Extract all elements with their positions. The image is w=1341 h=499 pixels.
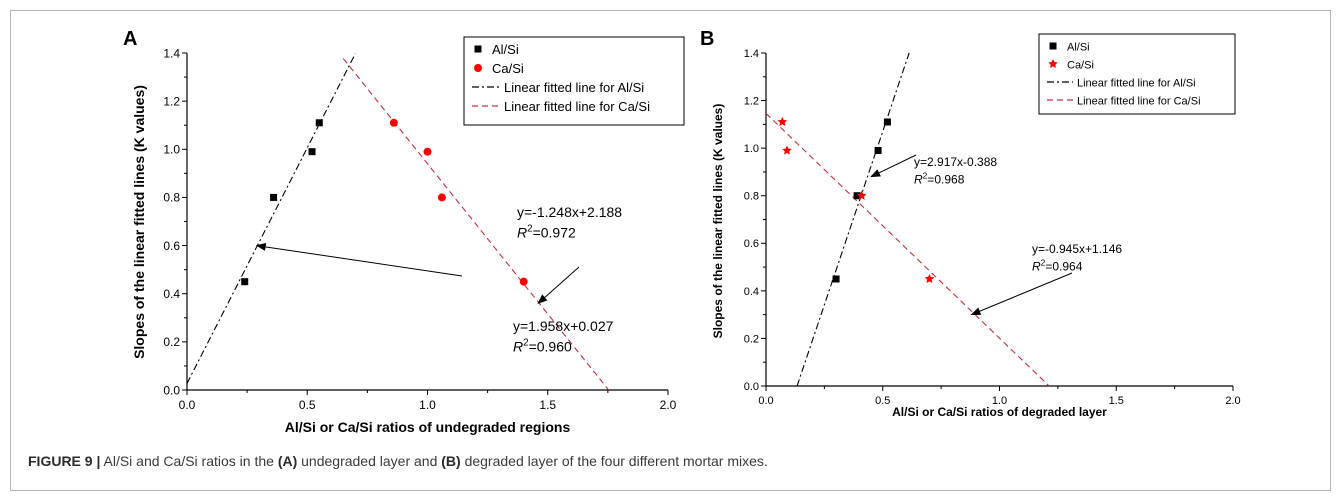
panel-a-annotation-arrow <box>537 266 580 305</box>
panel-a-point-ca-si <box>423 147 432 156</box>
panel-b-legend-ca-si-marker-label: Ca/Si <box>1067 59 1094 71</box>
panel-a-annotation-r-squared: R2=0.960 <box>513 338 572 355</box>
panel-a-label: A <box>123 28 137 50</box>
panel-a-y-tick-label: 0.0 <box>163 383 180 397</box>
panel-b-legend-al-si-marker <box>1049 42 1057 50</box>
panel-a-fit-line-al-si <box>187 53 356 384</box>
panel-b-point-al-si <box>832 275 840 283</box>
panel-a-x-tick-label: 0.5 <box>299 398 316 412</box>
panel-b-point-al-si <box>853 192 861 200</box>
panel-b-y-tick-label: 1.2 <box>744 96 759 108</box>
panel-a-y-tick-label: 0.4 <box>163 287 180 301</box>
panel-a-y-tick-label: 0.6 <box>163 239 180 253</box>
panel-b-x-tick-label: 0.0 <box>758 395 773 407</box>
panel-b-y-tick-label: 0.0 <box>744 381 759 393</box>
panel-b-label: B <box>700 28 714 50</box>
panel-b-annotation-arrow <box>970 272 1073 316</box>
panel-a-y-tick-label: 1.2 <box>163 94 180 108</box>
figure-chart-area: A 0.0 0.5 1.0 1.5 2.0 0.0 0.2 0.4 0.6 0.8 1.0 1.2 1.4… <box>123 28 1241 435</box>
panel-a-x-axis-label: Al/Si or Ca/Si ratios of undegraded regi… <box>285 419 571 435</box>
panel-a-point-al-si <box>241 278 249 286</box>
caption-panel-b-ref: (B) <box>441 453 461 469</box>
panel-a-point-al-si <box>315 119 323 127</box>
caption-label: FIGURE 9 | <box>28 453 101 469</box>
panel-a-point-ca-si <box>437 193 446 202</box>
panel-b-legend-ca-si-fit-label: Linear fitted line for Ca/Si <box>1077 95 1201 107</box>
panel-b-x-tick-label: 1.5 <box>1109 395 1124 407</box>
panel-b-y-tick-label: 1.0 <box>744 143 759 155</box>
panel-a-annotation-equation: y=-1.248x+2.188 <box>517 204 622 220</box>
panel-a-fit-line-ca-si <box>342 58 610 390</box>
panel-a-y-tick-label: 1.4 <box>163 46 180 60</box>
panel-b-y-tick-label: 0.4 <box>744 286 759 298</box>
panel-a-legend-ca-si-fit-label: Linear fitted line for Ca/Si <box>504 99 650 114</box>
panel-b-point-ca-si <box>777 116 788 127</box>
panel-b-annotation-arrow <box>870 154 917 178</box>
panel-b-point-ca-si <box>782 145 792 155</box>
panel-b-y-tick-label: 0.6 <box>744 238 759 250</box>
panel-a-legend-al-si-marker <box>474 45 482 53</box>
panel-b-fit-line-ca-si <box>766 113 1050 386</box>
panel-a-x-tick-label: 0.0 <box>179 398 196 412</box>
panel-a-annotation-arrow <box>255 242 463 277</box>
figure-caption: FIGURE 9 | Al/Si and Ca/Si ratios in the… <box>28 453 1318 469</box>
caption-text-3: degraded layer of the four different mor… <box>460 453 768 469</box>
panel-b-legend-box <box>1038 33 1236 115</box>
panel-a-x-tick-label: 1.0 <box>419 398 436 412</box>
panel-a-y-axis-label: Slopes of the linear fitted lines (K val… <box>131 85 147 359</box>
panel-b-x-tick-label: 1.0 <box>992 395 1007 407</box>
panel-b-point-ca-si <box>856 190 867 200</box>
panel-b-annotation-equation: y=2.917x-0.388 <box>914 155 997 169</box>
panel-a-y-tick-label: 0.2 <box>163 335 180 349</box>
panel-b-y-axis-label: Slopes of the linear fitted lines (K val… <box>711 104 725 339</box>
panel-a-point-ca-si <box>519 277 528 286</box>
panel-b-y-tick-label: 0.2 <box>744 333 759 345</box>
panel-b-x-axis-label: Al/Si or Ca/Si ratios of degraded layer <box>892 405 1107 419</box>
panel-a-x-tick-label: 2.0 <box>660 398 677 412</box>
panel-a-x-tick-label: 1.5 <box>539 398 556 412</box>
panel-a-annotation-r-squared: R2=0.972 <box>517 224 576 241</box>
panel-a-point-al-si <box>308 148 316 156</box>
panel-b-y-tick-label: 1.4 <box>744 48 759 60</box>
panel-b-y-tick-label: 0.8 <box>744 191 759 203</box>
panel-a-y-tick-label: 1.0 <box>163 143 180 157</box>
panel-b-legend-al-si-marker-label: Al/Si <box>1067 41 1090 53</box>
panel-a-annotation-equation: y=1.958x+0.027 <box>513 318 614 334</box>
caption-panel-a-ref: (A) <box>277 453 298 469</box>
panel-b-x-tick-label: 0.5 <box>875 395 890 407</box>
panel-b-point-al-si <box>874 147 882 155</box>
panel-a-legend-al-si-marker-label: Al/Si <box>492 42 519 57</box>
panel-a-y-tick-label: 0.8 <box>163 191 180 205</box>
panel-b-x-tick-label: 2.0 <box>1225 395 1240 407</box>
caption-text-1: Al/Si and Ca/Si ratios in the <box>100 453 278 469</box>
panel-b-annotation-r-squared: R2=0.968 <box>914 171 965 187</box>
caption-text-2: undegraded layer and <box>297 453 442 469</box>
panel-b-point-ca-si <box>924 273 935 284</box>
panel-b-annotation-r-squared: R2=0.964 <box>1032 258 1083 274</box>
panel-b-point-al-si <box>883 118 891 126</box>
panel-a-legend-ca-si-marker <box>474 64 482 72</box>
panel-b-annotation-equation: y=-0.945x+1.146 <box>1032 242 1122 256</box>
panel-a-legend-al-si-fit-label: Linear fitted line for Al/Si <box>504 80 644 95</box>
panel-a-point-ca-si <box>389 118 398 127</box>
panel-b-legend-ca-si-marker <box>1048 59 1058 69</box>
panel-b-fit-line-al-si <box>796 52 910 386</box>
panel-a-legend-ca-si-marker-label: Ca/Si <box>492 61 524 76</box>
panel-a-legend-box <box>463 36 685 126</box>
panel-b-legend-al-si-fit-label: Linear fitted line for Al/Si <box>1077 77 1196 89</box>
panel-a-point-al-si <box>270 193 278 201</box>
